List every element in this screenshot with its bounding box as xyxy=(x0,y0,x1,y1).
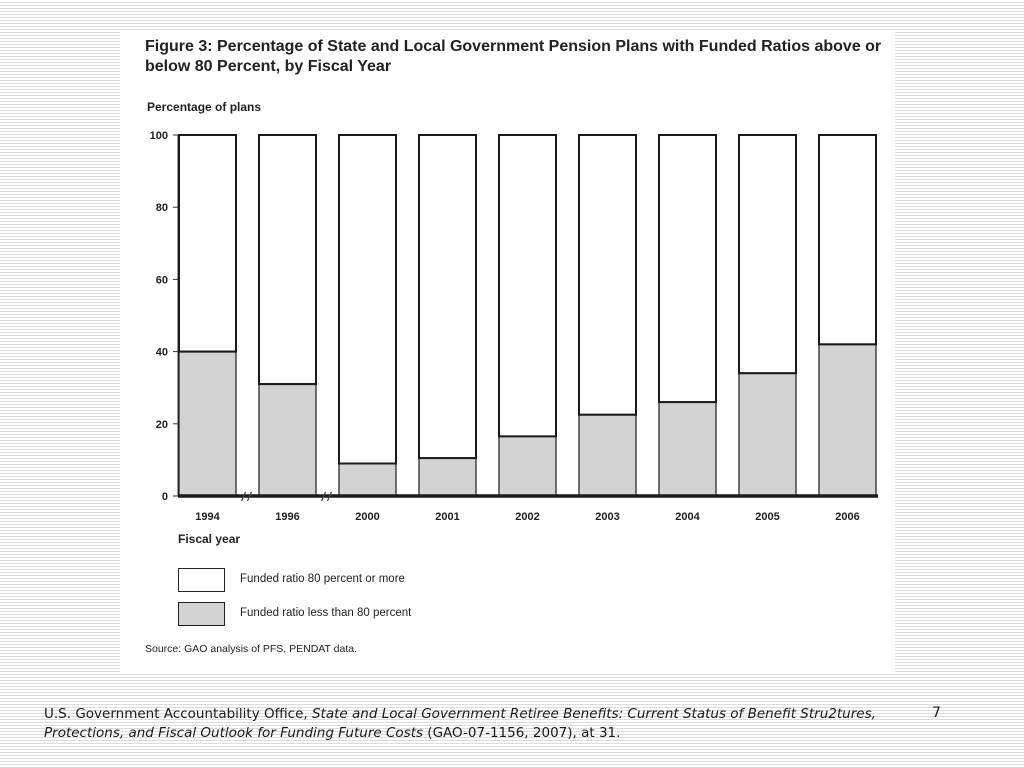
x-tick-label: 2000 xyxy=(355,511,379,523)
citation-prefix: U.S. Government Accountability Office, xyxy=(44,706,312,722)
x-tick-label: 2004 xyxy=(675,511,700,523)
bar-segment-above-80 xyxy=(338,134,397,465)
citation-suffix: (GAO-07-1156, 2007), at 31. xyxy=(423,725,621,741)
bar-segment-below-80 xyxy=(738,372,797,497)
legend-swatch-below-80 xyxy=(178,602,225,626)
citation: U.S. Government Accountability Office, S… xyxy=(44,705,894,743)
x-tick-label: 2006 xyxy=(835,511,859,523)
bar-segment-above-80 xyxy=(498,134,557,438)
x-tick-label: 2002 xyxy=(515,511,539,523)
y-tick-label: 60 xyxy=(156,274,168,286)
y-axis-label: Percentage of plans xyxy=(147,100,262,114)
citation-title: State and Local Government Retiree Benef… xyxy=(44,706,876,741)
bar-segment-above-80 xyxy=(578,134,637,416)
axis-break-marker xyxy=(320,491,333,502)
source-note: Source: GAO analysis of PFS, PENDAT data… xyxy=(145,643,358,655)
legend-label-above-80: Funded ratio 80 percent or more xyxy=(240,573,405,585)
bar-segment-below-80 xyxy=(498,435,557,497)
y-tick-label: 80 xyxy=(156,202,168,214)
x-tick-label: 1996 xyxy=(275,511,299,523)
x-tick-label: 1994 xyxy=(195,511,220,523)
legend-swatch-above-80 xyxy=(178,568,225,592)
bar-segment-above-80 xyxy=(818,134,877,346)
bar-segment-above-80 xyxy=(418,134,477,460)
bar-segment-below-80 xyxy=(418,457,477,497)
figure-title: Figure 3: Percentage of State and Local … xyxy=(145,38,882,75)
figure-panel: Figure 3: Percentage of State and Local … xyxy=(120,30,895,672)
y-tick-label: 0 xyxy=(162,491,168,503)
bar-segment-below-80 xyxy=(818,343,877,497)
x-tick-label: 2001 xyxy=(435,511,459,523)
page-number: 7 xyxy=(932,705,941,721)
bar-segment-below-80 xyxy=(338,462,397,497)
bar-segment-above-80 xyxy=(738,134,797,375)
bar-segment-above-80 xyxy=(258,134,317,386)
x-axis-label: Fiscal year xyxy=(178,532,241,546)
stacked-bar-chart: 0 20 40 60 80 100 1994 1996 2000 2001 2002 2003 2004… xyxy=(150,130,878,523)
bar-segment-below-80 xyxy=(658,401,717,497)
y-tick-label: 40 xyxy=(156,347,168,359)
x-tick-label: 2005 xyxy=(755,511,779,523)
bar-segment-below-80 xyxy=(258,383,317,497)
bar-segment-above-80 xyxy=(658,134,717,404)
y-tick-label: 20 xyxy=(156,419,168,431)
x-tick-label: 2003 xyxy=(595,511,619,523)
y-tick-label: 100 xyxy=(150,130,168,142)
legend-label-below-80: Funded ratio less than 80 percent xyxy=(240,607,412,619)
bar-segment-below-80 xyxy=(178,351,237,497)
bar-segment-below-80 xyxy=(578,414,637,497)
axis-break-marker xyxy=(240,491,253,502)
bar-segment-above-80 xyxy=(178,134,237,353)
